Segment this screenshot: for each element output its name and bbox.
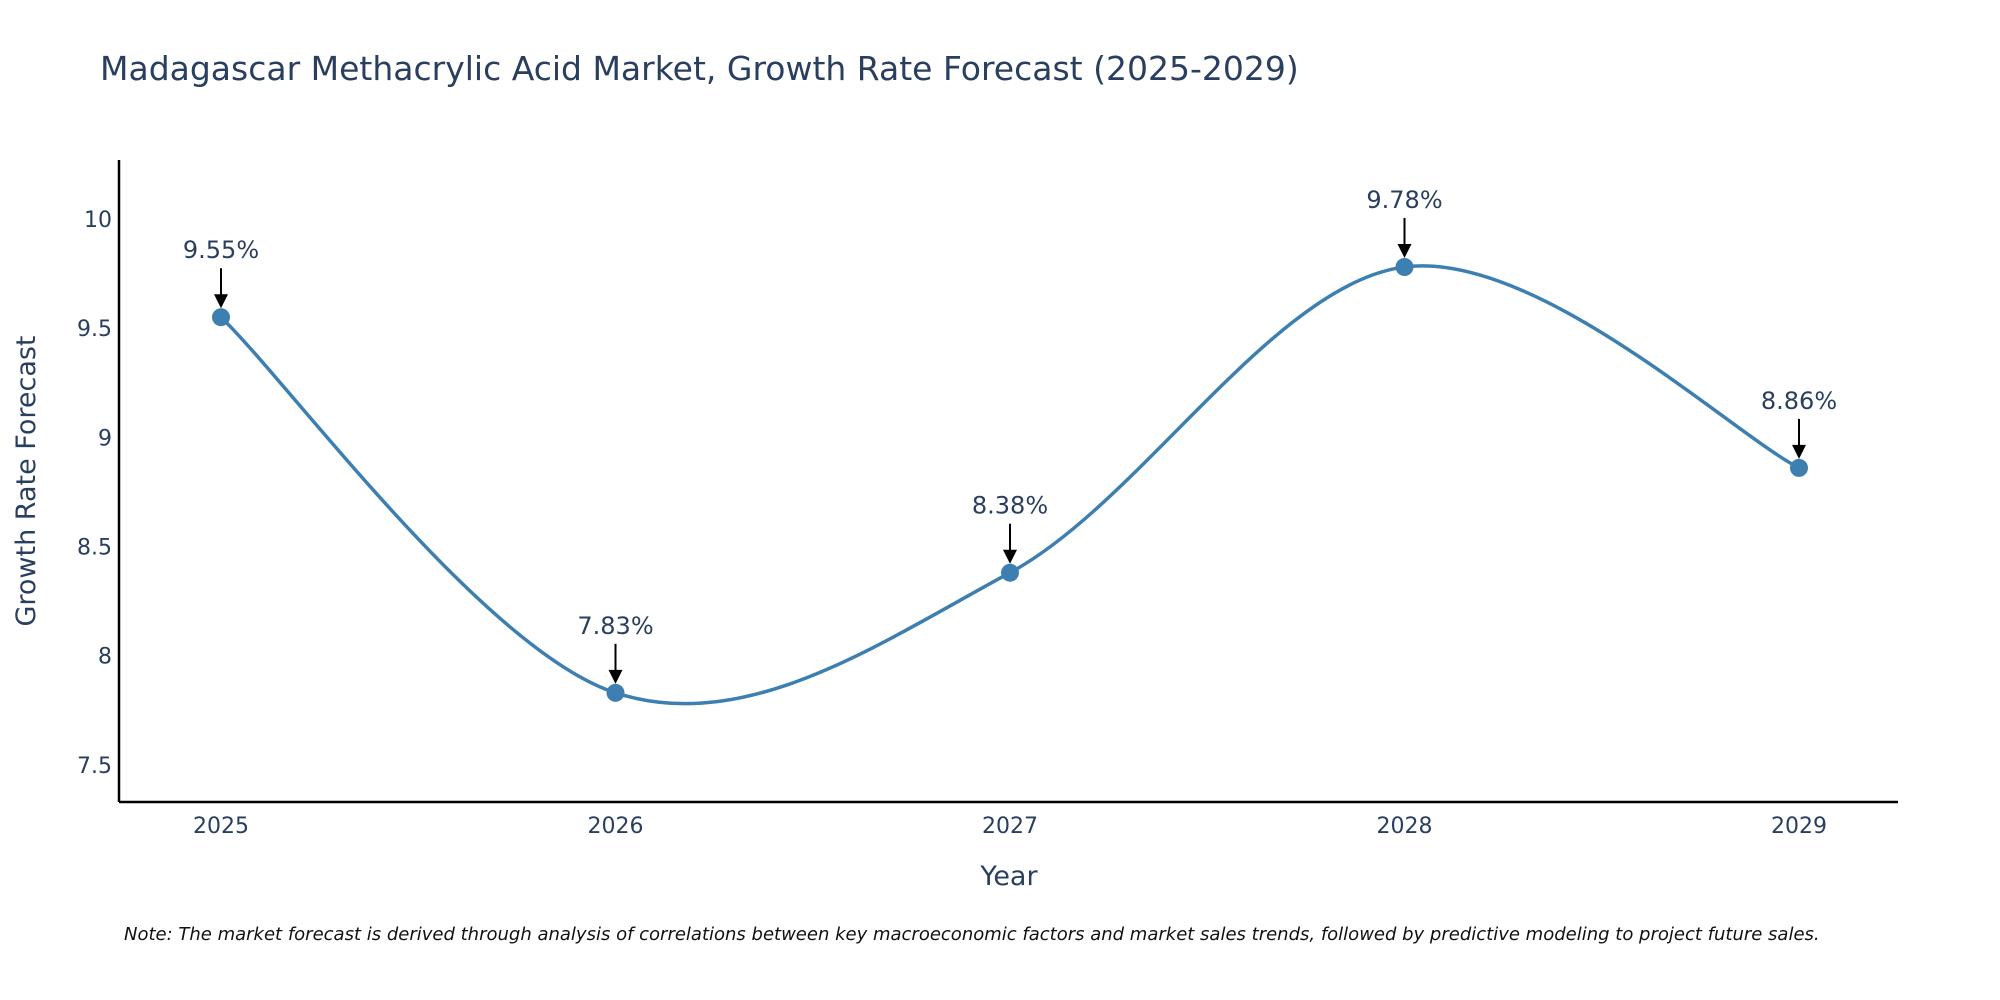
x-tick-label-2029: 2029 xyxy=(1771,814,1827,839)
x-axis-title: Year xyxy=(979,861,1038,892)
data-label-2028: 9.78% xyxy=(1366,186,1442,214)
data-label-2027: 8.38% xyxy=(972,492,1048,520)
y-tick-label-7.5: 7.5 xyxy=(77,754,112,779)
y-tick-label-10: 10 xyxy=(84,208,112,233)
annotation-arrow-head-2025 xyxy=(214,294,228,309)
series-markers xyxy=(212,258,1808,702)
data-point-2028 xyxy=(1395,258,1414,276)
annotation-arrow-head-2026 xyxy=(608,669,623,684)
data-label-2026: 7.83% xyxy=(577,612,653,640)
x-tick-label-2028: 2028 xyxy=(1377,814,1433,839)
chart-title: Madagascar Methacrylic Acid Market, Grow… xyxy=(100,49,1299,88)
data-label-2029: 8.86% xyxy=(1761,387,1837,415)
data-label-2025: 9.55% xyxy=(183,236,259,264)
y-axis-title: Growth Rate Forecast xyxy=(11,335,42,626)
data-point-2026 xyxy=(606,683,625,702)
y-tick-label-9: 9 xyxy=(98,426,112,451)
data-point-2029 xyxy=(1790,458,1808,477)
x-axis-ticks: 2025 2026 2027 2028 2029 xyxy=(193,814,1827,839)
data-annotations: 9.55% 7.83% 8.38% 9.78% 8.86% xyxy=(183,186,1837,684)
y-tick-label-8: 8 xyxy=(98,645,112,670)
annotation-arrow-head-2029 xyxy=(1792,444,1806,459)
data-point-2025 xyxy=(212,308,230,327)
data-point-2027 xyxy=(1001,563,1019,582)
y-tick-label-9.5: 9.5 xyxy=(77,317,112,342)
x-tick-label-2025: 2025 xyxy=(193,814,249,839)
annotation-arrow-head-2027 xyxy=(1003,549,1017,564)
y-tick-label-8.5: 8.5 xyxy=(77,536,112,561)
x-tick-label-2026: 2026 xyxy=(588,814,644,839)
footnote: Note: The market forecast is derived thr… xyxy=(124,924,1820,945)
x-tick-label-2027: 2027 xyxy=(982,814,1038,839)
annotation-arrow-head-2028 xyxy=(1397,244,1412,258)
plot-area: 9.55% 7.83% 8.38% 9.78% 8.86% xyxy=(183,186,1837,706)
y-axis-ticks: 7.5 8 8.5 9 9.5 10 xyxy=(77,208,112,779)
series-line xyxy=(219,264,1800,706)
